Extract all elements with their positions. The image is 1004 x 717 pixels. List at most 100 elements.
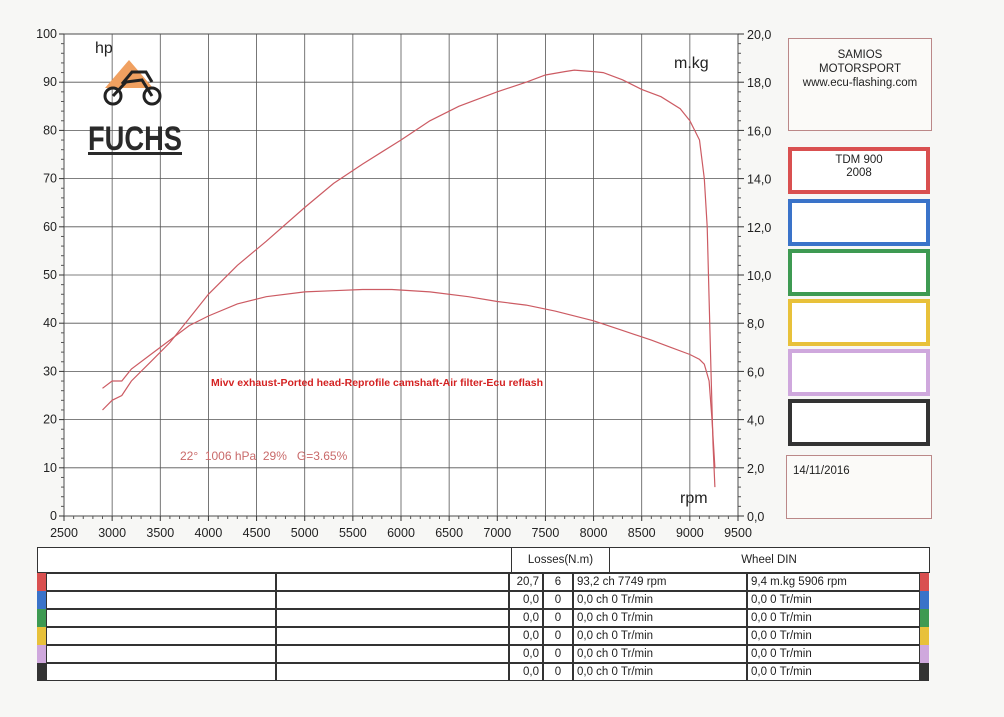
y-left-tick-label: 90 (43, 75, 57, 89)
max-power: 93,2 ch 7749 rpm (573, 573, 747, 591)
row-color-marker (920, 609, 929, 627)
max-power: 0,0 ch 0 Tr/min (573, 627, 747, 645)
x-tick-label: 3000 (98, 526, 126, 540)
run-label (792, 403, 926, 406)
row-color-marker (920, 627, 929, 645)
shop-name-line2: MOTORSPORT (819, 63, 901, 75)
chart-grid (63, 33, 739, 517)
loss-count: 0 (543, 663, 573, 681)
max-power: 0,0 ch 0 Tr/min (573, 609, 747, 627)
max-torque: 9,4 m.kg 5906 rpm (747, 573, 920, 591)
row-cell-empty (276, 627, 509, 645)
shop-name-line1: SAMIOS (837, 49, 883, 61)
test-date: 14/11/2016 (793, 465, 850, 477)
max-torque: 0,0 0 Tr/min (747, 591, 920, 609)
x-tick-label: 8000 (580, 526, 608, 540)
loss-value: 0,0 (509, 663, 543, 681)
y-left-tick-label: 60 (43, 220, 57, 234)
y-left-tick-label: 20 (43, 413, 57, 427)
y-right-tick-label: 12,0 (747, 221, 771, 235)
row-cell-empty (276, 645, 509, 663)
y-left-tick-label: 70 (43, 172, 57, 186)
run-swatch: TDM 900 2008 (788, 147, 930, 194)
table-row: 0,0 0 0,0 ch 0 Tr/min 0,0 0 Tr/min (37, 627, 930, 645)
table-row: 20,7 6 93,2 ch 7749 rpm 9,4 m.kg 5906 rpm (37, 573, 930, 591)
row-color-marker (37, 573, 46, 591)
row-cell-empty (46, 573, 276, 591)
row-cell-empty (276, 591, 509, 609)
date-box: 14/11/2016 (786, 455, 932, 519)
x-tick-label: 7000 (483, 526, 511, 540)
y-left-tick-label: 50 (43, 268, 57, 282)
x-axis-label: rpm (680, 490, 708, 507)
run-swatch (788, 299, 930, 346)
chart-series (102, 69, 716, 488)
table-row: 0,0 0 0,0 ch 0 Tr/min 0,0 0 Tr/min (37, 645, 930, 663)
y-left-tick-label: 100 (36, 27, 57, 41)
y-right-tick-label: 2,0 (747, 462, 764, 476)
y-left-tick-label: 10 (43, 461, 57, 475)
row-color-marker (920, 645, 929, 663)
row-color-marker (37, 591, 46, 609)
x-tick-label: 9000 (676, 526, 704, 540)
loss-value: 0,0 (509, 591, 543, 609)
y-right-tick-label: 20,0 (747, 28, 771, 42)
chart-axes: 2500 3000 3500 4000 4500 5000 5500 6000 6500 7000… (36, 27, 771, 540)
power-curve (102, 69, 716, 488)
y-right-tick-label: 18,0 (747, 76, 771, 90)
table-header: Losses(N.m) Wheel DIN (37, 547, 930, 573)
x-tick-label: 4500 (243, 526, 271, 540)
max-power: 0,0 ch 0 Tr/min (573, 663, 747, 681)
shop-info-box: SAMIOS MOTORSPORT www.ecu-flashing.com (788, 38, 932, 131)
row-color-marker (37, 627, 46, 645)
x-tick-label: 8500 (628, 526, 656, 540)
x-tick-label: 2500 (50, 526, 78, 540)
loss-value: 0,0 (509, 645, 543, 663)
y-right-tick-label: 16,0 (747, 124, 771, 138)
motorbike-icon (103, 70, 162, 106)
loss-value: 20,7 (509, 573, 543, 591)
x-tick-label: 5500 (339, 526, 367, 540)
max-power: 0,0 ch 0 Tr/min (573, 591, 747, 609)
loss-value: 0,0 (509, 609, 543, 627)
y-left-axis-label: hp (95, 40, 113, 57)
max-torque: 0,0 0 Tr/min (747, 663, 920, 681)
x-tick-label: 6500 (435, 526, 463, 540)
max-torque: 0,0 0 Tr/min (747, 645, 920, 663)
row-cell-empty (46, 663, 276, 681)
fuchs-logo: FUCHS (88, 60, 182, 158)
table-row: 0,0 0 0,0 ch 0 Tr/min 0,0 0 Tr/min (37, 609, 930, 627)
torque-curve (102, 288, 716, 468)
x-tick-label: 4000 (195, 526, 223, 540)
x-tick-label: 6000 (387, 526, 415, 540)
y-left-tick-label: 0 (50, 509, 57, 523)
y-right-axis-label: m.kg (674, 55, 709, 72)
row-cell-empty (276, 663, 509, 681)
row-color-marker (37, 609, 46, 627)
loss-count: 0 (543, 645, 573, 663)
x-tick-label: 7500 (532, 526, 560, 540)
shop-website: www.ecu-flashing.com (802, 77, 918, 89)
run-swatch (788, 399, 930, 446)
losses-header: Losses(N.m) (511, 548, 610, 572)
y-right-tick-label: 8,0 (747, 317, 764, 331)
row-cell-empty (46, 627, 276, 645)
y-right-tick-label: 4,0 (747, 414, 764, 428)
test-conditions: 22° 1006 hPa 29% G=3.65% (180, 449, 348, 463)
row-color-marker (920, 663, 929, 681)
loss-count: 0 (543, 609, 573, 627)
row-color-marker (920, 573, 929, 591)
run-label (792, 303, 926, 306)
run-label: TDM 900 (835, 154, 883, 166)
x-tick-label: 9500 (724, 526, 752, 540)
row-cell-empty (46, 609, 276, 627)
run-swatch (788, 199, 930, 246)
run-label (792, 203, 926, 206)
table-row: 0,0 0 0,0 ch 0 Tr/min 0,0 0 Tr/min (37, 591, 930, 609)
y-right-tick-label: 0,0 (747, 510, 764, 524)
row-cell-empty (276, 609, 509, 627)
row-color-marker (920, 591, 929, 609)
row-cell-empty (46, 645, 276, 663)
logo-text: FUCHS (88, 120, 182, 158)
